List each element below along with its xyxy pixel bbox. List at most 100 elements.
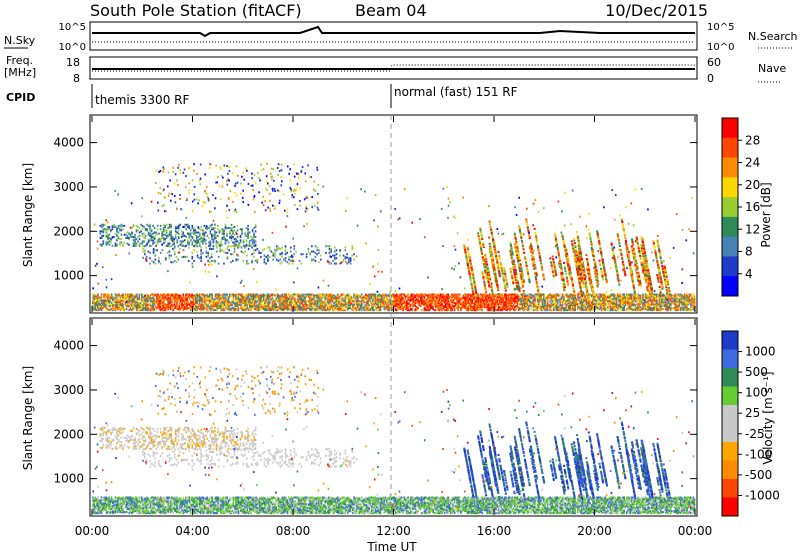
nsky-label: N.Sky [4,34,36,47]
data-cell [101,244,103,246]
data-cell [139,232,141,234]
data-cell [106,244,108,246]
data-cell [147,307,149,309]
data-cell [109,226,111,228]
data-cell [306,309,308,311]
data-cell [642,294,644,296]
data-cell [178,236,180,238]
data-cell [544,299,546,301]
data-cell [173,240,175,242]
data-cell [113,224,115,226]
data-cell [187,301,189,303]
data-cell [143,226,145,228]
data-cell [557,297,559,299]
data-cell [131,232,133,234]
data-cell [503,299,505,301]
data-cell [611,296,613,298]
data-cell [170,224,172,226]
data-cell [557,302,559,304]
data-cell [148,225,150,227]
data-cell [121,226,123,228]
data-cell [257,294,259,296]
data-cell [119,238,121,240]
data-cell [240,304,242,306]
data-cell [528,298,530,300]
data-cell [238,309,240,311]
data-cell [185,224,187,226]
data-cell [157,243,159,245]
data-cell [158,238,160,240]
beam-label: Beam 04 [355,1,427,20]
data-cell [146,224,148,226]
data-cell [176,226,178,228]
data-cell [115,243,117,245]
data-cell [435,309,437,311]
data-cell [160,240,162,242]
data-cell [543,295,545,297]
data-cell [288,308,290,310]
data-cell [115,245,117,247]
data-cell [605,294,607,296]
data-cell [145,235,147,237]
data-cell [101,226,103,228]
data-cell [645,304,647,306]
data-cell [294,297,296,299]
data-cell [577,308,579,310]
data-cell [176,241,178,243]
data-cell [121,229,123,231]
data-cell [686,306,688,308]
data-cell [195,234,197,236]
data-cell [128,244,130,246]
data-cell [122,305,124,307]
data-cell [514,302,516,304]
data-cell [201,229,203,231]
data-cell [176,232,178,234]
data-cell [158,233,160,235]
data-cell [161,230,163,232]
freq-tick-high: 18 [66,56,80,69]
nsky-tick-high: 10^5 [59,22,86,33]
data-cell [209,295,211,297]
data-cell [420,305,422,307]
data-cell [154,227,156,229]
data-cell [127,235,129,237]
data-cell [175,226,177,228]
data-cell [109,240,111,242]
data-cell [353,303,355,305]
data-cell [656,299,658,301]
data-cell [124,241,126,243]
data-cell [559,294,561,296]
data-cell [690,294,692,296]
data-cell [110,229,112,231]
data-cell [202,237,204,239]
data-cell [204,240,206,242]
data-cell [122,225,124,227]
data-cell [199,243,201,245]
data-cell [151,245,153,247]
data-cell [166,237,168,239]
data-cell [527,303,529,305]
data-cell [543,294,545,296]
data-cell [154,232,156,234]
data-cell [692,294,694,296]
data-cell [134,243,136,245]
data-cell [579,296,581,298]
data-cell [187,224,189,226]
data-cell [142,235,144,237]
data-cell [607,306,609,308]
data-cell [103,224,105,226]
data-cell [112,236,114,238]
data-cell [181,234,183,236]
data-cell [157,225,159,227]
data-cell [149,229,151,231]
data-cell [441,303,443,305]
data-cell [151,236,153,238]
nave-tick-high: 60 [707,56,721,69]
data-cell [188,227,190,229]
data-cell [224,308,226,310]
data-cell [404,294,406,296]
data-cell [152,243,154,245]
data-cell [198,226,200,228]
data-cell [207,235,209,237]
data-cell [233,297,235,299]
